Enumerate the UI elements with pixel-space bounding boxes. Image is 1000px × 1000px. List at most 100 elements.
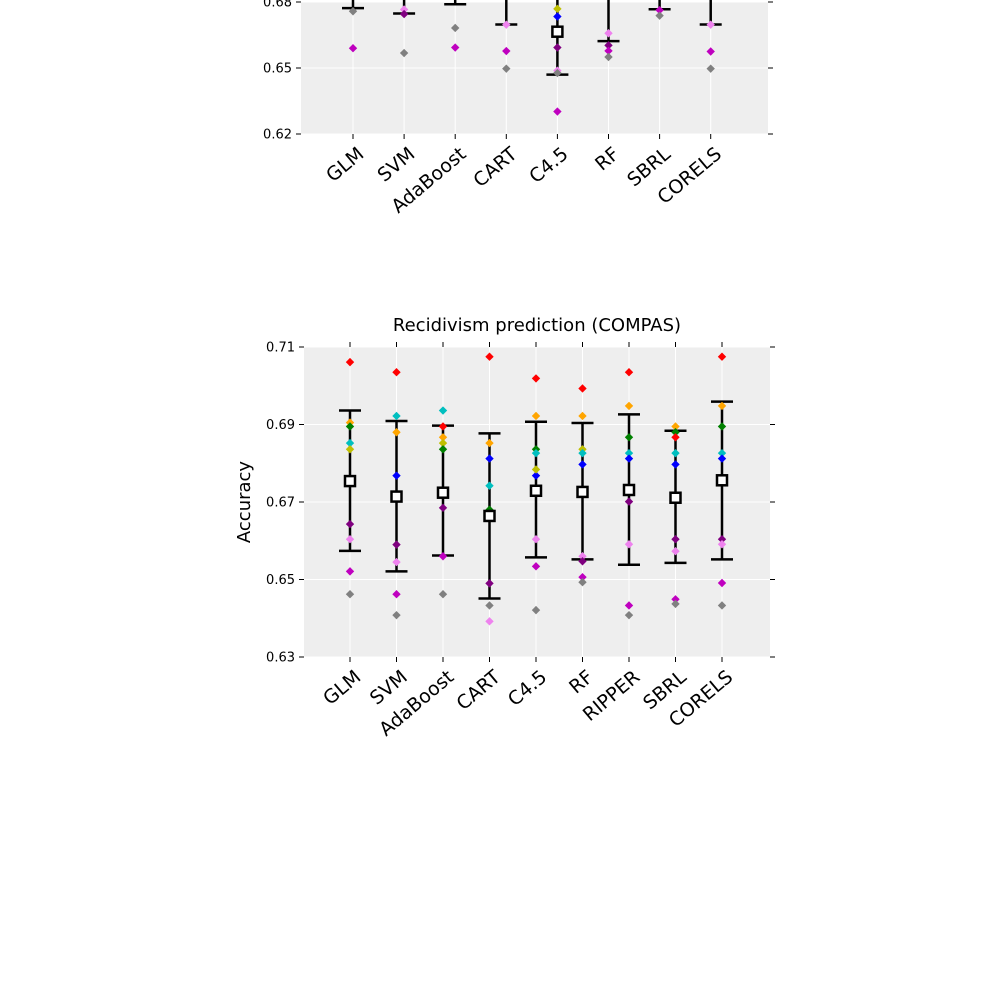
- data-point: [553, 107, 562, 116]
- y-ticks-top: 0.62 0.65 0.68: [263, 0, 773, 143]
- mean-marker: [576, 485, 589, 499]
- y-tick-label: 0.63: [266, 651, 295, 666]
- data-point: [485, 579, 494, 588]
- data-point: [438, 422, 448, 431]
- data-point: [348, 44, 358, 53]
- data-point: [717, 601, 727, 610]
- data-point: [604, 29, 613, 38]
- data-point: [485, 601, 494, 610]
- data-point: [451, 23, 460, 33]
- data-point: [531, 535, 541, 544]
- y-tick-label: 0.65: [266, 573, 295, 588]
- data-point: [531, 448, 541, 458]
- data-point: [578, 572, 587, 582]
- data-point: [438, 590, 448, 599]
- y-axis-label: Accuracy: [234, 461, 255, 544]
- data-point: [717, 535, 727, 544]
- data-point: [624, 601, 634, 610]
- data-point: [578, 448, 587, 458]
- y-tick-label: 0.62: [263, 128, 292, 143]
- data-point: [485, 438, 494, 448]
- data-point: [604, 46, 613, 56]
- data-point: [553, 43, 562, 52]
- data-point: [392, 428, 401, 437]
- data-point: [345, 445, 355, 454]
- y-tick-label: 0.67: [266, 496, 295, 511]
- data-point: [671, 599, 680, 609]
- data-point: [345, 519, 355, 529]
- y-tick-label: 0.69: [266, 418, 295, 433]
- data-point: [345, 438, 355, 448]
- data-point: [502, 64, 511, 73]
- data-point: [345, 357, 355, 367]
- mean-marker: [483, 509, 496, 523]
- data-point: [717, 540, 727, 549]
- data-point: [438, 433, 448, 442]
- data-point: [624, 433, 634, 442]
- data-point: [624, 401, 634, 411]
- data-point: [392, 540, 401, 549]
- data-point: [531, 562, 541, 571]
- data-point: [624, 610, 634, 620]
- data-point: [578, 460, 587, 469]
- data-point: [438, 438, 448, 448]
- data-point: [531, 374, 541, 383]
- data-point: [578, 557, 587, 566]
- data-point: [578, 411, 587, 421]
- data-point: [624, 540, 634, 549]
- data-point: [655, 11, 664, 20]
- data-point: [392, 411, 401, 421]
- data-point: [717, 448, 727, 458]
- mean-marker: [551, 25, 564, 38]
- data-point: [451, 43, 460, 52]
- data-point: [624, 497, 634, 506]
- data-point: [706, 64, 715, 73]
- data-point: [345, 567, 355, 576]
- data-point: [717, 401, 727, 411]
- data-point: [531, 465, 541, 474]
- data-point: [438, 406, 448, 415]
- mean-marker: [436, 486, 450, 499]
- data-point: [717, 352, 727, 361]
- data-point: [671, 422, 680, 431]
- data-point: [671, 547, 680, 556]
- data-point: [392, 590, 401, 599]
- mean-markers-compas: [343, 474, 729, 523]
- y-tick-label: 0.71: [266, 341, 295, 356]
- y-tick-label: 0.65: [263, 62, 292, 77]
- data-point: [717, 422, 727, 431]
- data-point: [438, 445, 448, 454]
- data-point: [502, 20, 511, 29]
- data-points-compas: [345, 352, 727, 626]
- data-point: [392, 471, 401, 480]
- data-point: [392, 367, 401, 377]
- data-point: [531, 605, 541, 615]
- data-point: [553, 68, 562, 78]
- data-point: [345, 535, 355, 544]
- x-ticks-compas: [349, 342, 723, 662]
- data-point: [671, 428, 680, 437]
- data-point: [438, 503, 448, 513]
- data-point: [624, 454, 634, 463]
- data-point: [345, 422, 355, 431]
- chart-title: Recidivism prediction (COMPAS): [393, 315, 681, 336]
- data-point: [392, 610, 401, 620]
- data-point: [671, 448, 680, 458]
- data-point: [345, 590, 355, 599]
- mean-marker: [390, 490, 403, 503]
- y-ticks-compas: 0.63 0.65 0.67 0.69 0.71: [266, 341, 775, 666]
- data-point: [604, 52, 613, 62]
- data-point: [531, 471, 541, 480]
- data-point: [485, 454, 494, 463]
- data-point: [399, 9, 409, 19]
- data-point: [624, 448, 634, 458]
- data-point: [578, 552, 587, 561]
- data-point: [392, 557, 401, 567]
- mean-marker: [529, 484, 543, 498]
- data-point: [485, 352, 494, 361]
- x-ticks-top: [352, 134, 712, 139]
- data-point: [485, 617, 494, 626]
- data-point: [604, 41, 613, 50]
- data-point: [399, 5, 409, 14]
